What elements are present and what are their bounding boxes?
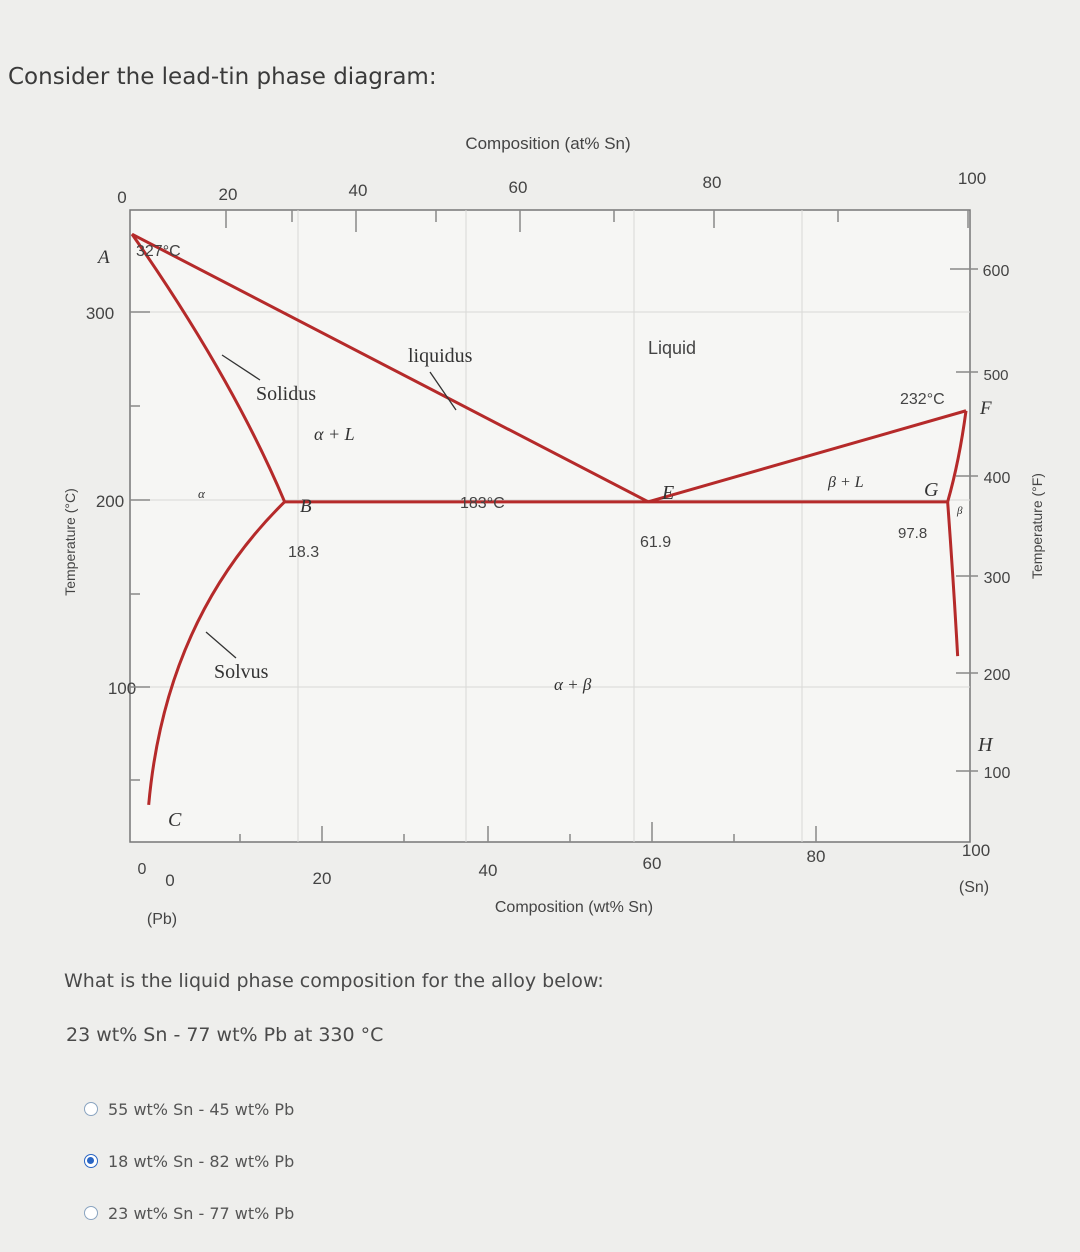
top-tick-label: 100 [958, 169, 986, 188]
right-axis-label: Temperature (°F) [1029, 473, 1045, 579]
answer-options: 55 wt% Sn - 45 wt% Pb 18 wt% Sn - 82 wt%… [84, 1096, 294, 1252]
eutectic-temp-label: 183°C [460, 495, 505, 512]
top-tick-label: 0 [117, 188, 126, 207]
grid [130, 210, 970, 842]
left-tick-label: 300 [86, 304, 114, 323]
right-ticks: 600 500 400 300 200 100 [950, 263, 1010, 782]
liquid-region-label: Liquid [648, 338, 696, 358]
top-ticks: 0 20 40 60 80 100 [117, 169, 986, 232]
left-tick-label: 100 [108, 679, 136, 698]
left-tick-label: 0 [138, 861, 147, 878]
point-b-label: B [300, 496, 312, 517]
radio-button-2[interactable] [84, 1154, 98, 1168]
solvus-label: Solvus [214, 661, 269, 683]
top-axis-label: Composition (at% Sn) [465, 134, 630, 153]
liquidus-label: liquidus [408, 345, 473, 367]
phase-lines [130, 232, 968, 805]
alpha-region-label: α [198, 486, 206, 501]
alpha-liquid-region-label: α + L [314, 424, 355, 444]
point-g-value: 97.8 [898, 525, 927, 542]
melting-point-pb-label: 327°C [136, 243, 181, 260]
liquidus-right-line [647, 409, 967, 504]
point-e-label: E [661, 482, 674, 504]
question-text: What is the liquid phase composition for… [64, 970, 604, 992]
point-e-value: 61.9 [640, 534, 671, 551]
phase-diagram: Composition (at% Sn) Composition (wt% Sn… [62, 134, 1045, 928]
answer-option-1[interactable]: 55 wt% Sn - 45 wt% Pb [84, 1096, 294, 1122]
point-f-label: F [979, 398, 992, 419]
top-tick-label: 80 [703, 173, 722, 192]
liquidus-left-line [131, 232, 649, 504]
point-b-value: 18.3 [288, 544, 319, 561]
top-tick-label: 60 [509, 178, 528, 197]
answer-option-label: 23 wt% Sn - 77 wt% Pb [108, 1203, 295, 1223]
left-axis-label: Temperature (°C) [62, 488, 78, 596]
alloy-spec: 23 wt% Sn - 77 wt% Pb at 330 °C [66, 1024, 384, 1046]
melting-point-sn-label: 232°C [900, 391, 945, 408]
solidus-right-line [946, 410, 968, 503]
solidus-left-line [130, 233, 287, 503]
right-tick-label: 600 [983, 263, 1010, 280]
top-tick-label: 40 [349, 181, 368, 200]
plot-area [129, 209, 971, 843]
bottom-tick-label: 0 [165, 871, 174, 890]
point-c-label: C [168, 809, 182, 831]
point-a-label: A [96, 247, 110, 268]
diagram-labels: A 327°C Solidus liquidus Liquid α + L α … [96, 243, 994, 831]
right-tick-label: 300 [984, 570, 1011, 587]
bottom-tick-label: 80 [807, 847, 826, 866]
beta-region-label: β [956, 505, 963, 517]
left-tick-label: 200 [96, 492, 124, 511]
top-tick-label: 20 [219, 185, 238, 204]
point-g-label: G [924, 479, 939, 501]
right-tick-label: 100 [984, 765, 1011, 782]
bottom-tick-label: 40 [479, 861, 498, 880]
bottom-tick-label: 100 [962, 841, 990, 860]
radio-button-1[interactable] [84, 1102, 98, 1116]
answer-option-label: 18 wt% Sn - 82 wt% Pb [108, 1151, 295, 1171]
bottom-ticks: 0 20 40 60 80 100 (Pb) (Sn) [147, 822, 990, 928]
alpha-beta-region-label: α + β [554, 675, 592, 694]
bottom-axis-label: Composition (wt% Sn) [495, 899, 653, 916]
sn-end-label: (Sn) [959, 879, 989, 896]
left-ticks: 0 100 200 300 [86, 304, 150, 878]
bottom-tick-label: 60 [643, 854, 662, 873]
answer-option-2[interactable]: 18 wt% Sn - 82 wt% Pb [84, 1148, 294, 1174]
question-prompt: Consider the lead-tin phase diagram: [8, 64, 437, 90]
radio-button-3[interactable] [84, 1206, 98, 1220]
solvus-left-line [147, 500, 286, 805]
beta-liquid-region-label: β + L [827, 474, 864, 491]
answer-option-3[interactable]: 23 wt% Sn - 77 wt% Pb [84, 1200, 294, 1226]
pb-end-label: (Pb) [147, 911, 177, 928]
right-tick-label: 400 [984, 470, 1011, 487]
solidus-label: Solidus [256, 383, 316, 405]
right-tick-label: 200 [984, 667, 1011, 684]
solvus-right-line [946, 501, 960, 657]
answer-option-label: 55 wt% Sn - 45 wt% Pb [108, 1099, 295, 1119]
right-tick-label: 500 [983, 367, 1008, 384]
bottom-tick-label: 20 [313, 869, 332, 888]
point-h-label: H [977, 734, 994, 756]
